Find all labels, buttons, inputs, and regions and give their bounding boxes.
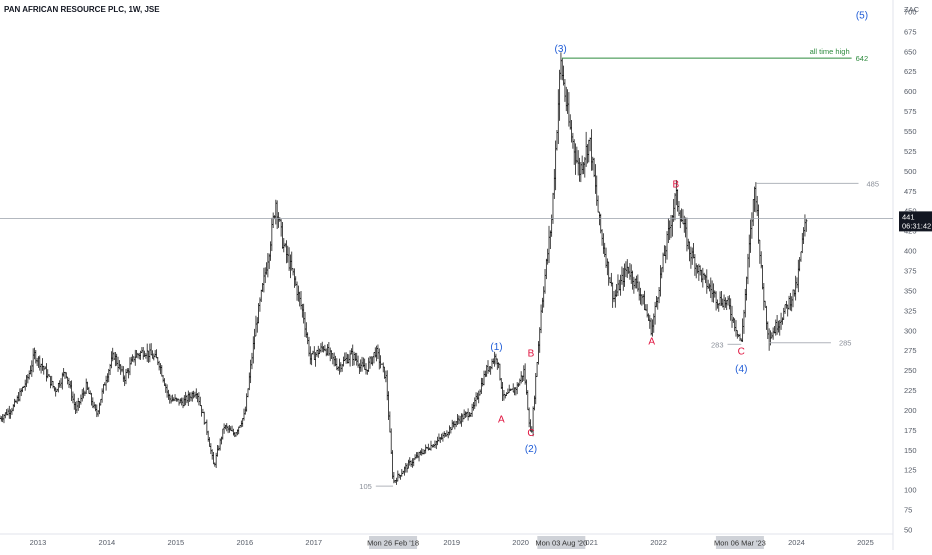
y-tick-label: 325 bbox=[904, 306, 917, 315]
y-tick-label: 375 bbox=[904, 266, 917, 275]
y-tick-label: 625 bbox=[904, 67, 917, 76]
y-tick-label: 525 bbox=[904, 147, 917, 156]
date-tag: Mon 26 Feb '18 bbox=[367, 536, 419, 549]
y-tick-label: 300 bbox=[904, 326, 917, 335]
currency-label[interactable]: ZAC bbox=[904, 5, 920, 14]
date-tag-text: Mon 03 Aug '20 bbox=[535, 539, 587, 548]
wave-label: A bbox=[648, 336, 655, 347]
y-tick-label: 225 bbox=[904, 386, 917, 395]
symbol-title[interactable]: PAN AFRICAN RESOURCE PLC, 1W, JSE bbox=[4, 5, 160, 14]
wave-label: (1) bbox=[490, 342, 502, 353]
y-tick-label: 400 bbox=[904, 247, 917, 256]
date-tag-text: Mon 06 Mar '23 bbox=[714, 539, 766, 548]
current-price-tag: 441 06:31:42 bbox=[899, 211, 932, 231]
current-price-value: 441 bbox=[902, 212, 915, 221]
ath-label: all time high bbox=[810, 47, 850, 56]
date-tag: Mon 03 Aug '20 bbox=[535, 536, 587, 549]
y-tick-label: 650 bbox=[904, 47, 917, 56]
y-tick-label: 200 bbox=[904, 406, 917, 415]
ath-value: 642 bbox=[856, 54, 869, 63]
x-tick-label: 2014 bbox=[99, 538, 116, 547]
y-tick-label: 100 bbox=[904, 486, 917, 495]
y-tick-label: 125 bbox=[904, 466, 917, 475]
y-tick-label: 175 bbox=[904, 426, 917, 435]
date-tag-text: Mon 26 Feb '18 bbox=[367, 539, 419, 548]
y-tick-label: 75 bbox=[904, 506, 912, 515]
y-tick-label: 475 bbox=[904, 187, 917, 196]
y-tick-label: 50 bbox=[904, 526, 912, 535]
y-tick-label: 150 bbox=[904, 446, 917, 455]
x-tick-label: 2020 bbox=[512, 538, 529, 547]
y-tick-label: 275 bbox=[904, 346, 917, 355]
x-tick-label: 2013 bbox=[30, 538, 47, 547]
wave-label: B bbox=[672, 179, 679, 190]
wave-label: (3) bbox=[555, 44, 567, 55]
level-label: 105 bbox=[359, 482, 372, 491]
wave-label: C bbox=[738, 347, 745, 358]
x-tick-label: 2015 bbox=[167, 538, 184, 547]
wave-label: (2) bbox=[525, 444, 537, 455]
y-tick-label: 550 bbox=[904, 127, 917, 136]
wave-label: (4) bbox=[735, 364, 747, 375]
wave-label: A bbox=[498, 414, 505, 425]
x-tick-label: 2019 bbox=[443, 538, 460, 547]
y-tick-label: 675 bbox=[904, 27, 917, 36]
x-tick-label: 2016 bbox=[236, 538, 253, 547]
level-label: 285 bbox=[839, 339, 852, 348]
date-tag: Mon 06 Mar '23 bbox=[714, 536, 766, 549]
y-tick-label: 250 bbox=[904, 366, 917, 375]
level-label: 485 bbox=[867, 179, 880, 188]
x-tick-label: 2025 bbox=[857, 538, 874, 547]
bar-countdown: 06:31:42 bbox=[902, 221, 931, 230]
wave-label: (5) bbox=[856, 10, 868, 21]
y-tick-label: 350 bbox=[904, 286, 917, 295]
wave-label: C bbox=[527, 428, 534, 439]
x-tick-label: 2022 bbox=[650, 538, 667, 547]
level-label: 283 bbox=[711, 340, 724, 349]
y-tick-label: 600 bbox=[904, 87, 917, 96]
wave-label: B bbox=[528, 348, 535, 359]
y-tick-label: 500 bbox=[904, 167, 917, 176]
y-tick-label: 575 bbox=[904, 107, 917, 116]
x-tick-label: 2024 bbox=[788, 538, 805, 547]
x-tick-label: 2017 bbox=[305, 538, 322, 547]
